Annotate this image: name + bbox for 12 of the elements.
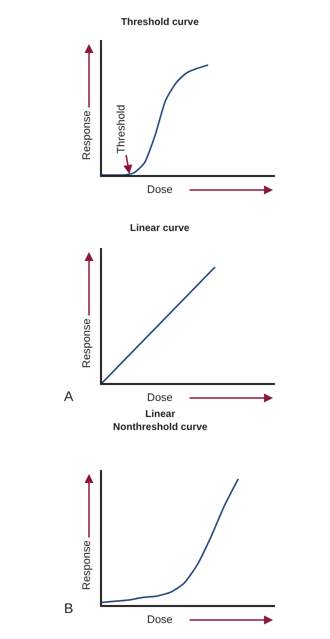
y-axis-title: Response [81, 110, 93, 160]
x-axis-title: Dose [147, 184, 173, 196]
y-axis-title: Response [81, 318, 93, 368]
text: B [64, 600, 74, 616]
y-axis-title: Response [81, 540, 93, 590]
chart-title: Linear curve [130, 223, 190, 234]
text: A [64, 388, 74, 404]
x-axis-title: Dose [147, 392, 173, 404]
chart-title: Threshold curve [121, 17, 200, 28]
x-axis-title: Dose [147, 614, 173, 626]
chart-title: Linear Nonthreshold curve [113, 409, 208, 433]
annotation: Threshold [116, 104, 128, 154]
